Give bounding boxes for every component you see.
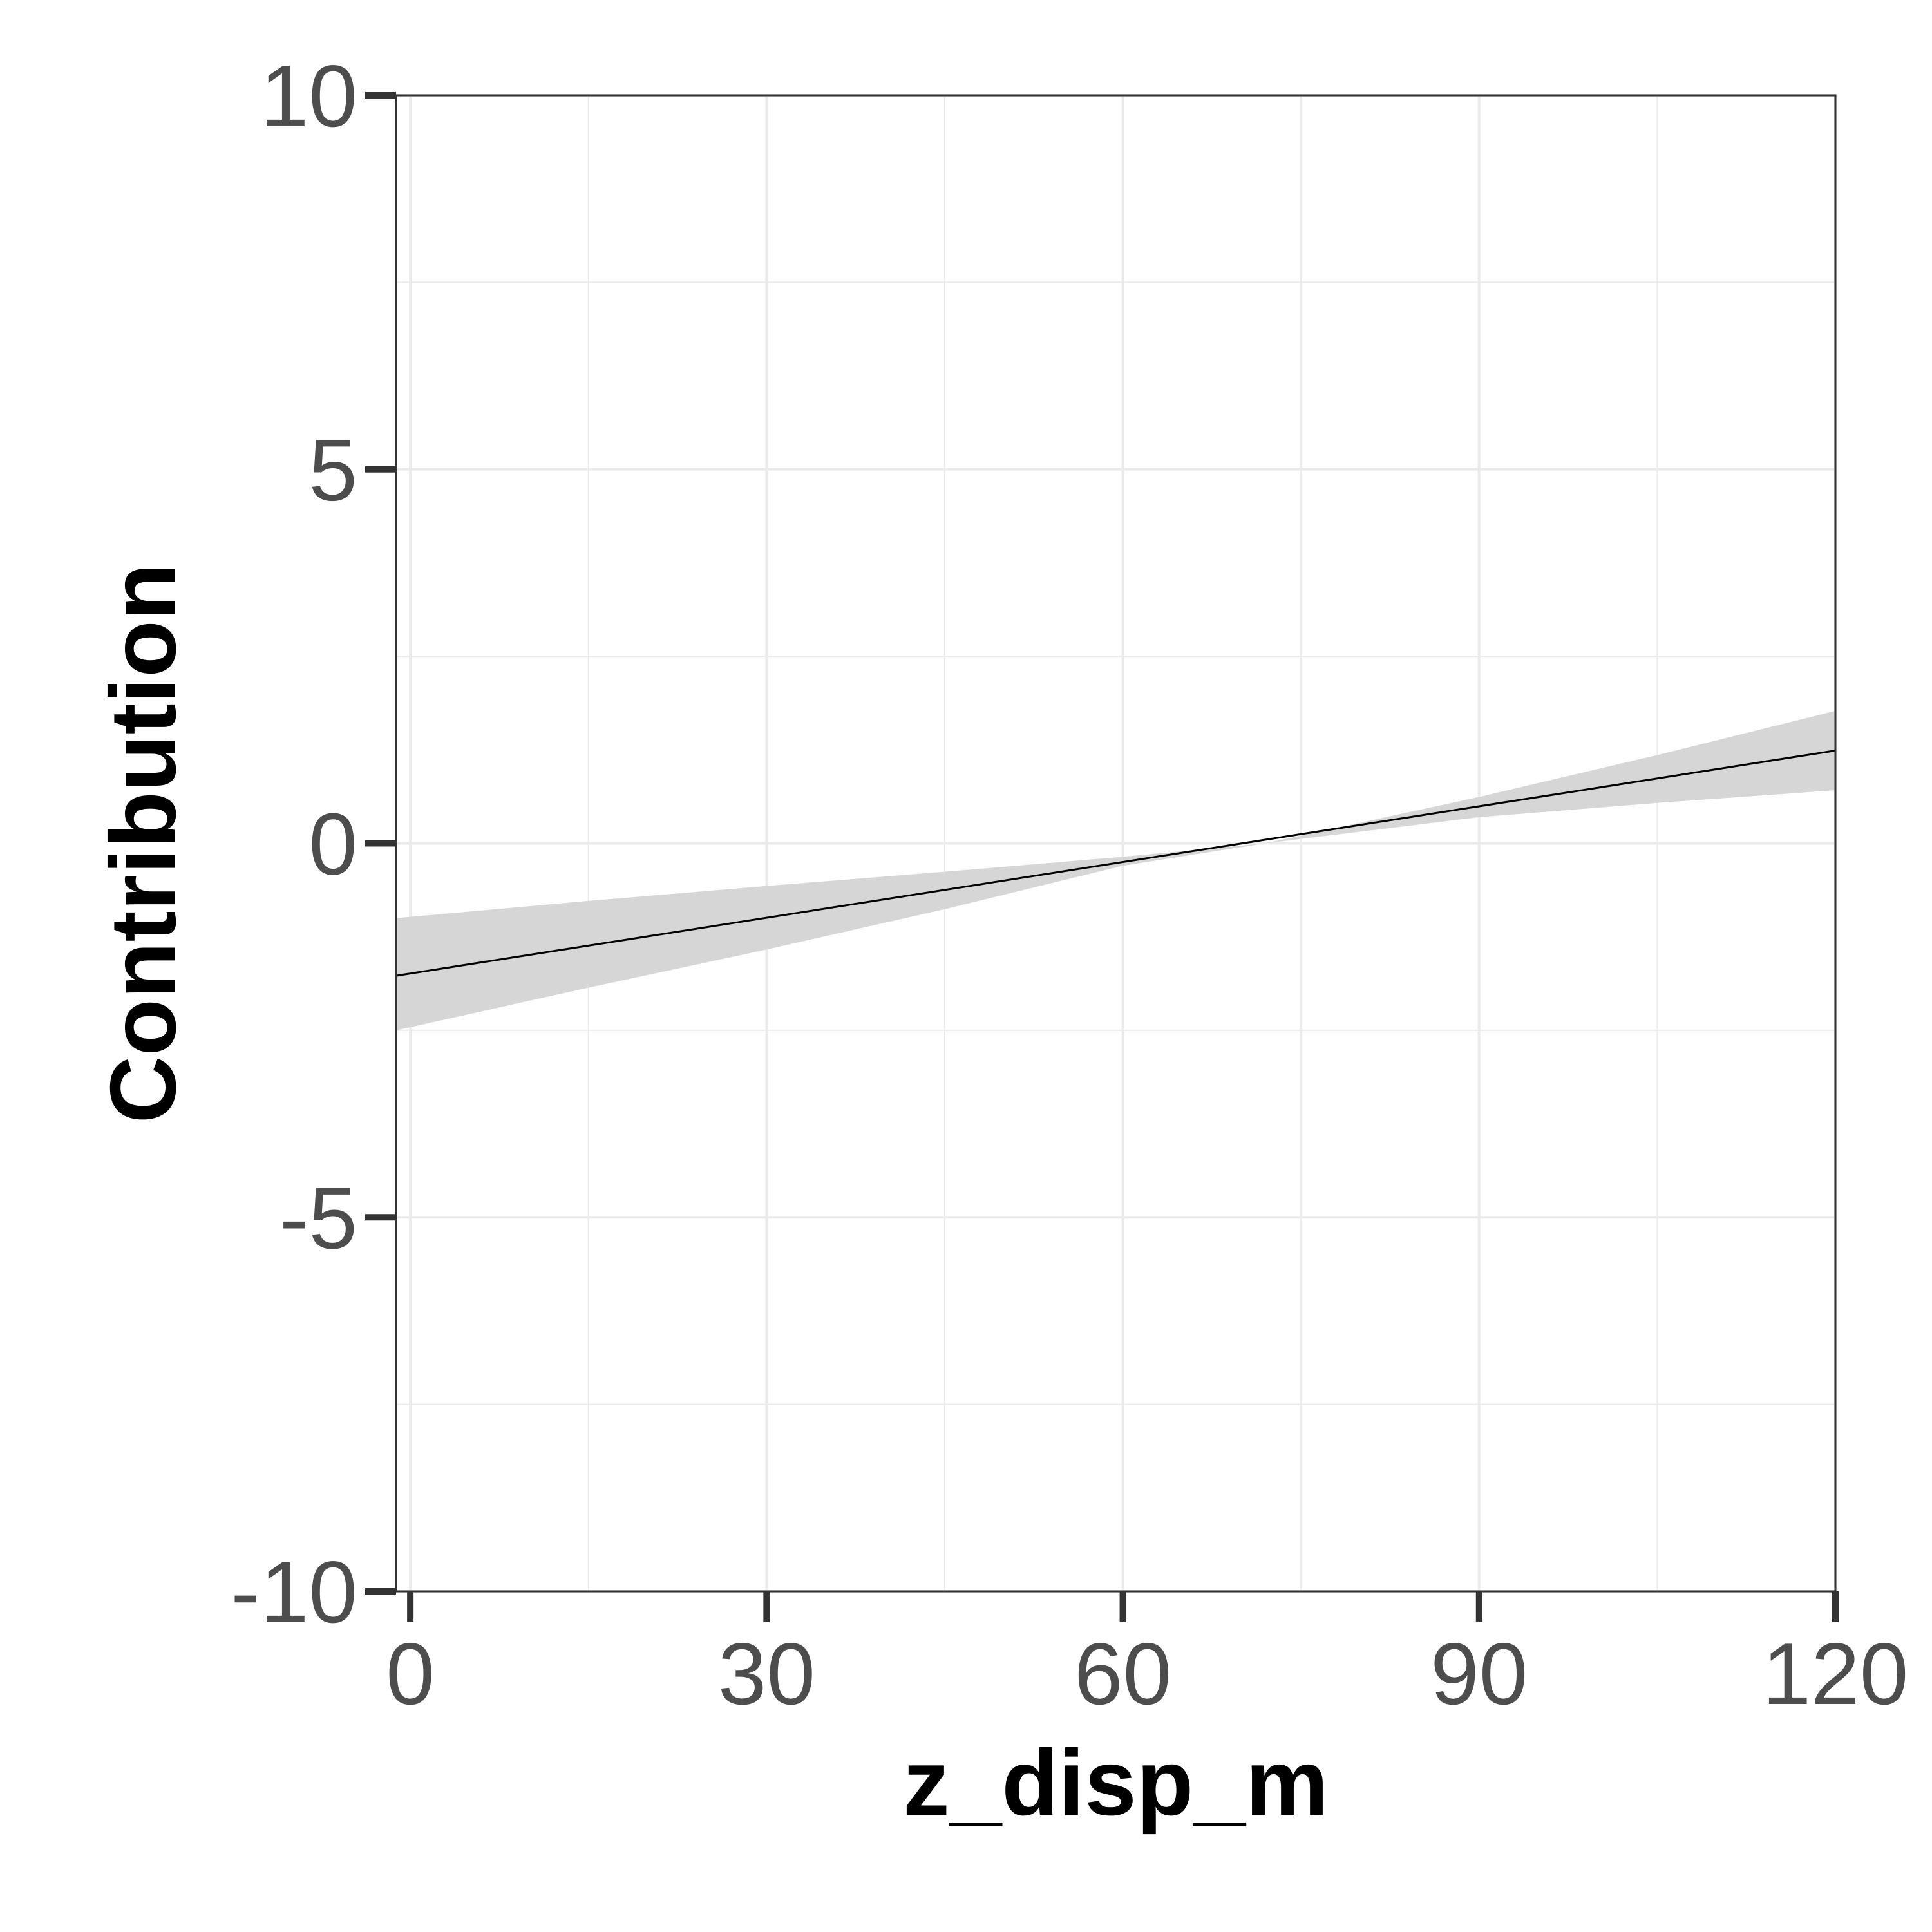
fitted-line [395, 749, 1836, 977]
confidence-band [396, 710, 1835, 1030]
x-tick-label: 120 [1763, 1625, 1909, 1723]
x-axis-title: z_disp_m [903, 1730, 1329, 1835]
y-tick-label: -10 [231, 1543, 357, 1641]
y-tick-label: 5 [308, 421, 357, 519]
x-tick-label: 0 [386, 1625, 435, 1723]
x-tick-label: 30 [718, 1625, 815, 1723]
y-tick-label: 0 [308, 795, 357, 893]
x-tick-label: 90 [1430, 1625, 1528, 1723]
y-tick-label: 10 [260, 47, 357, 145]
x-tick-label: 60 [1074, 1625, 1171, 1723]
y-tick-label: -5 [279, 1169, 357, 1267]
y-axis-title: Contribution [91, 564, 195, 1124]
